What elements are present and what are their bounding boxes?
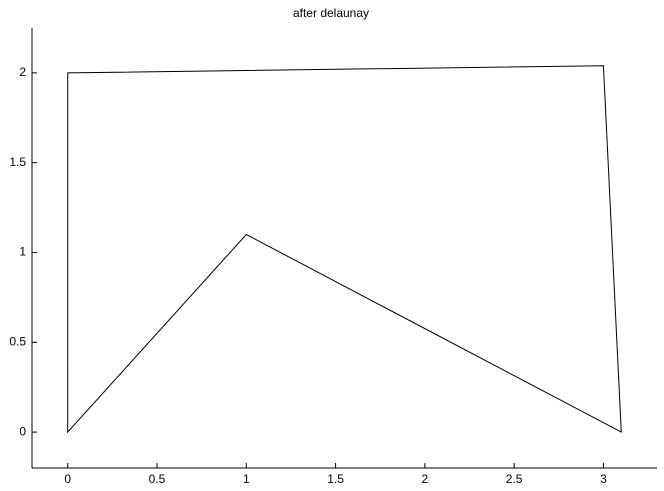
y-tick-label: 1.5 <box>9 155 26 169</box>
y-tick-label: 2 <box>19 65 26 79</box>
x-tick-label: 1 <box>243 472 250 486</box>
x-tick-label: 3 <box>600 472 607 486</box>
x-tick-label: 1.5 <box>327 472 344 486</box>
x-tick-label: 0.5 <box>149 472 166 486</box>
chart-title: after delaunay <box>293 6 369 20</box>
x-tick-label: 2.5 <box>506 472 523 486</box>
x-tick-label: 2 <box>422 472 429 486</box>
y-tick-label: 0 <box>19 424 26 438</box>
mesh-boundary <box>67 65 622 434</box>
y-tick-label: 1 <box>19 245 26 259</box>
y-tick-label: 0.5 <box>9 334 26 348</box>
x-tick-label: 0 <box>64 472 71 486</box>
